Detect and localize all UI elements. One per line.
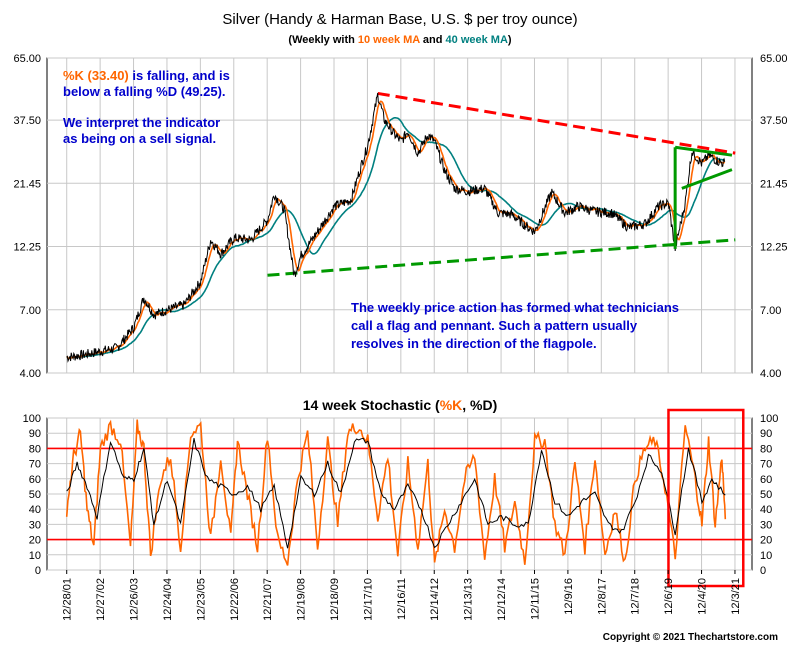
stochastic-y-ticks-left: 0 10 20 30 40 50 60 70 80 90 100	[23, 413, 41, 577]
stochastic-y-tick-label: 20	[760, 535, 772, 547]
stochastic-y-tick-label: 40	[760, 504, 772, 516]
annotation-interpret-2: as being on a sell signal.	[63, 131, 216, 146]
x-axis-labels: 12/28/01 12/27/02 12/26/03 12/24/04 12/23/05…	[62, 570, 742, 621]
annotation-k-line: %K (33.40) is falling, and is	[63, 68, 230, 83]
stochastic-y-ticks-right: 0 10 20 30 40 50 60 70 80 90 100	[760, 413, 778, 577]
x-axis-label: 12/28/01	[62, 578, 74, 621]
x-axis-label: 12/27/02	[95, 578, 107, 621]
annotation-flag-2: call a flag and pennant. Such a pattern …	[351, 318, 638, 333]
price-y-tick-label: 4.00	[760, 368, 781, 380]
price-y-tick-label: 7.00	[760, 305, 781, 317]
subtitle-suffix: )	[508, 34, 512, 46]
chart-subtitle: (Weekly with 10 week MA and 40 week MA)	[288, 34, 512, 46]
stoch-title-d: %D	[470, 397, 493, 413]
stochastic-y-tick-label: 80	[29, 443, 41, 455]
stochastic-d-line	[66, 437, 726, 549]
x-axis-label: 12/21/07	[262, 578, 274, 621]
stochastic-y-tick-label: 60	[29, 474, 41, 486]
stochastic-y-tick-label: 70	[29, 459, 41, 471]
x-axis-label: 12/18/09	[329, 578, 341, 621]
annotation-k-rest: is falling, and is	[132, 68, 230, 83]
price-line	[66, 92, 726, 363]
x-axis-label: 12/22/06	[229, 578, 241, 621]
x-axis-label: 12/17/10	[362, 578, 374, 621]
stochastic-y-tick-label: 50	[760, 489, 772, 501]
copyright: Copyright © 2021 Thechartstore.com	[603, 632, 778, 643]
stochastic-highlight-box	[667, 408, 745, 588]
price-y-tick-label: 37.50	[13, 115, 41, 127]
x-axis-label: 12/12/14	[496, 578, 508, 621]
chart-title: Silver (Handy & Harman Base, U.S. $ per …	[222, 11, 577, 28]
stochastic-y-tick-label: 100	[760, 413, 778, 425]
stochastic-y-tick-label: 70	[760, 459, 772, 471]
annotation-d-line: below a falling %D (49.25).	[63, 84, 226, 99]
stochastic-y-tick-label: 0	[760, 565, 766, 577]
stochastic-y-tick-label: 10	[760, 550, 772, 562]
stochastic-y-tick-label: 60	[760, 474, 772, 486]
subtitle-ma10: 10 week MA	[358, 34, 420, 46]
price-y-tick-label: 7.00	[20, 305, 41, 317]
x-axis-label: 12/6/19	[663, 578, 675, 615]
stochastic-y-tick-label: 80	[760, 443, 772, 455]
price-y-tick-label: 21.45	[760, 178, 788, 190]
x-axis-label: 12/24/04	[162, 578, 174, 621]
price-y-tick-label: 65.00	[13, 53, 41, 65]
trendlines	[267, 91, 736, 277]
annotation-flag-3: resolves in the direction of the flagpol…	[351, 336, 597, 351]
x-axis-label: 12/26/03	[129, 578, 141, 621]
x-axis-label: 12/4/20	[697, 578, 709, 615]
stochastic-y-tick-label: 90	[760, 428, 772, 440]
x-axis-label: 12/3/21	[730, 578, 742, 615]
price-y-tick-label: 12.25	[13, 242, 41, 254]
subtitle-prefix: (Weekly with	[288, 34, 357, 46]
x-axis-label: 12/7/18	[630, 578, 642, 615]
price-y-ticks-right: 65.00 37.50 21.45 12.25 7.00 4.00	[760, 53, 788, 380]
x-axis-label: 12/11/15	[529, 578, 541, 620]
stochastic-y-tick-label: 100	[23, 413, 41, 425]
x-axis-label: 12/9/16	[563, 578, 575, 615]
stochastic-y-tick-label: 30	[29, 519, 41, 531]
stochastic-y-tick-label: 30	[760, 519, 772, 531]
x-axis-label: 12/13/13	[463, 578, 475, 621]
stochastic-y-tick-label: 90	[29, 428, 41, 440]
flag-pennant-pattern	[673, 145, 733, 249]
stochastic-y-tick-label: 50	[29, 489, 41, 501]
stochastic-series	[65, 419, 727, 566]
x-axis-label: 12/14/12	[429, 578, 441, 621]
price-y-tick-label: 4.00	[20, 368, 41, 380]
price-y-tick-label: 21.45	[13, 178, 41, 190]
price-y-ticks-left: 65.00 37.50 21.45 12.25 7.00 4.00	[13, 53, 41, 380]
upper-resistance-trendline	[377, 91, 736, 155]
x-axis-label: 12/8/17	[596, 578, 608, 615]
annotation-flag-1: The weekly price action has formed what …	[351, 300, 679, 315]
stochastic-highlight	[667, 408, 745, 588]
annotation-interpret-1: We interpret the indicator	[63, 115, 220, 130]
price-y-tick-label: 65.00	[760, 53, 788, 65]
price-y-tick-label: 37.50	[760, 115, 788, 127]
price-y-tick-label: 12.25	[760, 242, 788, 254]
stochastic-y-tick-label: 10	[29, 550, 41, 562]
stochastic-y-tick-label: 20	[29, 535, 41, 547]
stochastic-y-tick-label: 40	[29, 504, 41, 516]
stoch-title-k: %K	[440, 397, 463, 413]
x-axis-label: 12/16/11	[396, 578, 408, 620]
stochastic-y-tick-label: 0	[35, 565, 41, 577]
x-axis-label: 12/19/08	[296, 578, 308, 621]
ma40-line	[66, 117, 725, 360]
stoch-title-suffix: )	[493, 397, 498, 413]
subtitle-mid: and	[420, 34, 446, 46]
pennant-upper-line	[674, 145, 733, 157]
x-axis-label: 12/23/05	[195, 578, 207, 621]
lower-support-trendline	[267, 238, 736, 277]
annotation-k-value: %K (33.40)	[63, 68, 132, 83]
stoch-title-sep: ,	[462, 397, 470, 413]
stoch-title-prefix: 14 week Stochastic (	[303, 397, 440, 413]
stochastic-k-line	[65, 419, 727, 566]
subtitle-ma40: 40 week MA	[446, 34, 508, 46]
stochastic-title: 14 week Stochastic (%K, %D)	[303, 397, 498, 413]
pennant-lower-line	[681, 168, 733, 190]
price-series	[66, 92, 726, 363]
